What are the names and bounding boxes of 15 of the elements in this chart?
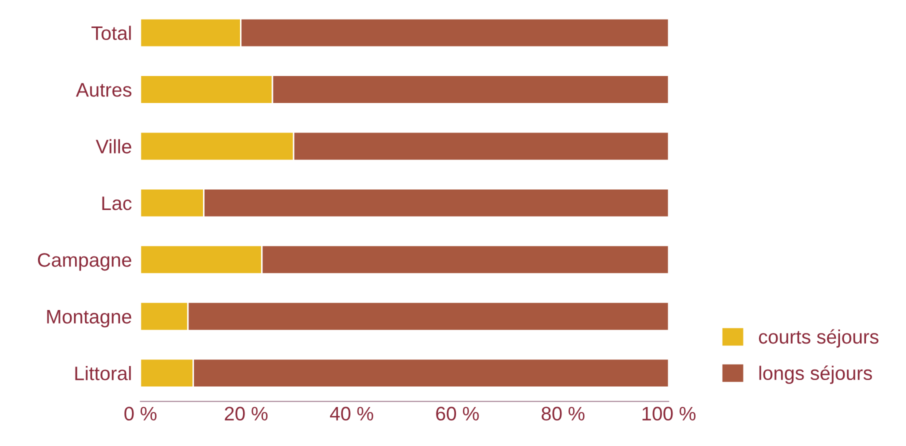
- y-tick-label: Lac: [102, 196, 132, 210]
- legend-label: courts séjours: [758, 329, 878, 348]
- y-tick-label: Autres: [76, 83, 132, 97]
- x-tick-label: 0 %: [124, 406, 156, 421]
- y-tick-label: Ville: [96, 139, 132, 154]
- x-tick-label: 100 %: [642, 406, 696, 421]
- y-tick-label: Total: [91, 26, 131, 40]
- y-tick-label: Montagne: [47, 310, 132, 328]
- y-tick-label: Campagne: [38, 253, 132, 271]
- x-tick-label: 80 %: [542, 406, 584, 421]
- y-tick-label: Littoral: [75, 366, 131, 380]
- x-tick-label: 20 %: [224, 406, 268, 421]
- x-tick-label: 60 %: [436, 406, 479, 421]
- x-tick-label: 40 %: [330, 406, 374, 421]
- legend-label: longs séjours: [759, 366, 872, 384]
